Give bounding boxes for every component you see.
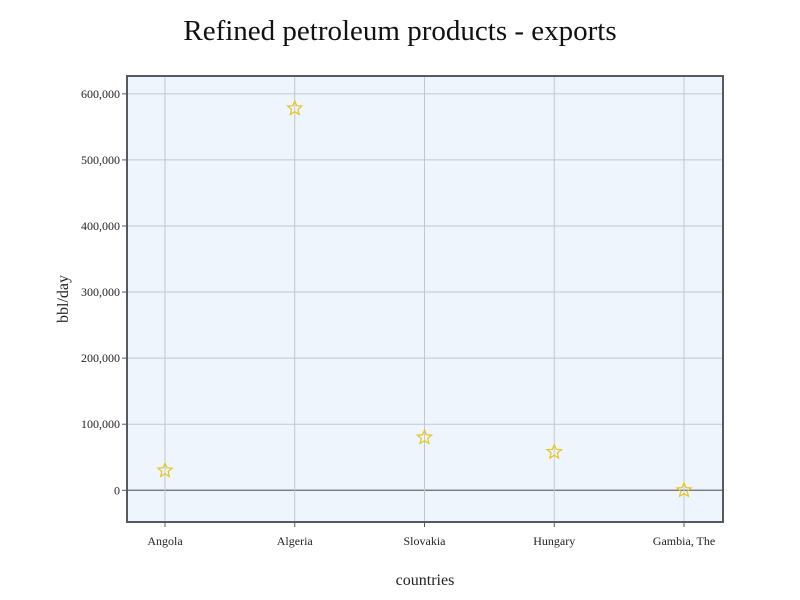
x-tick-label: Gambia, The xyxy=(653,534,715,548)
data-point-star xyxy=(415,428,434,445)
data-point-star xyxy=(675,481,693,498)
grid-lines xyxy=(127,76,723,522)
y-tick-label: 600,000 xyxy=(81,87,120,101)
x-tick-label: Algeria xyxy=(277,534,314,548)
data-point-star xyxy=(156,461,174,478)
x-tick-label: Hungary xyxy=(533,534,575,548)
x-tick-label: Angola xyxy=(147,534,183,548)
y-tick-label: 200,000 xyxy=(81,351,120,365)
y-tick-label: 0 xyxy=(114,483,120,497)
data-point-star xyxy=(286,99,304,116)
plot-frame xyxy=(126,75,724,523)
y-tick-label: 100,000 xyxy=(81,417,120,431)
y-tick-label: 300,000 xyxy=(81,285,120,299)
y-axis: 0 100,000 200,000 300,000 400,000 500,000 600,… xyxy=(81,87,127,497)
x-axis-title: countries xyxy=(396,572,455,589)
y-axis-title: bbl/day xyxy=(55,275,72,323)
data-point-star xyxy=(545,442,563,460)
chart-title: Refined petroleum products - exports xyxy=(183,15,616,47)
x-tick-label: Slovakia xyxy=(404,534,447,548)
x-axis: Angola Algeria Slovakia Hungary Gambia, The xyxy=(147,522,715,548)
y-tick-label: 400,000 xyxy=(81,219,120,233)
data-points xyxy=(156,99,693,498)
y-tick-label: 500,000 xyxy=(81,153,120,167)
